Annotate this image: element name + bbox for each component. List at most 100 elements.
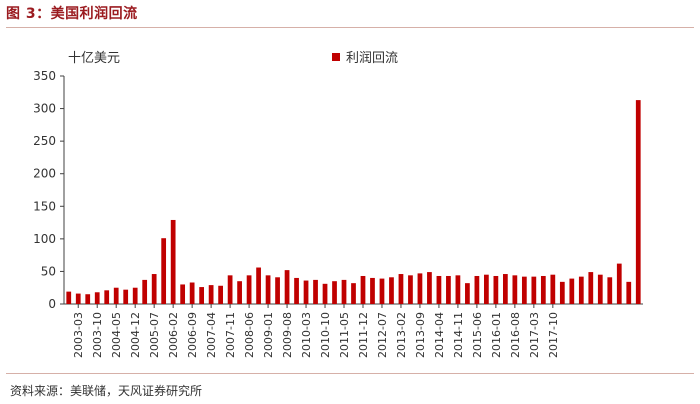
bar	[436, 275, 442, 304]
x-axis: 2003-03 2003-10 2004-05 2004-12 2005-07 2006-…	[64, 303, 643, 358]
bar	[484, 274, 489, 304]
bar	[218, 285, 223, 304]
bar	[408, 275, 413, 304]
bar	[132, 287, 138, 304]
x-tick-label: 2011-12	[357, 312, 370, 358]
x-tick-label: 2016-01	[490, 312, 503, 358]
bar	[455, 275, 461, 304]
bar	[199, 287, 205, 304]
bar	[294, 277, 299, 304]
bar	[85, 294, 91, 304]
bar	[531, 276, 537, 304]
x-tick-label: 2006-02	[167, 312, 180, 358]
bar	[569, 278, 575, 304]
x-tick-label: 2017-03	[528, 312, 541, 358]
legend-label: 利润回流	[346, 51, 398, 66]
bar	[113, 287, 119, 304]
bar	[389, 277, 394, 304]
bar	[370, 277, 375, 304]
bar	[284, 270, 290, 304]
bar	[75, 293, 81, 304]
x-tick-label: 2009-01	[262, 312, 275, 358]
x-tick-label: 2012-07	[376, 312, 389, 358]
bar	[151, 274, 157, 304]
bar	[512, 275, 518, 304]
x-tick-label: 2007-04	[205, 312, 218, 358]
bar	[521, 276, 527, 304]
bar	[208, 285, 214, 304]
x-tick-label: 2010-03	[300, 312, 313, 358]
x-tick-label: 2008-06	[243, 312, 256, 358]
x-tick-label: 2014-11	[452, 312, 465, 358]
bar	[322, 283, 328, 304]
bar	[398, 274, 404, 304]
bar	[66, 291, 72, 304]
bar	[341, 279, 347, 304]
bar	[559, 281, 565, 304]
bar	[275, 277, 280, 304]
bar	[597, 274, 603, 304]
bar	[246, 275, 252, 304]
y-tick-label: 200	[33, 167, 56, 181]
bottom-divider	[6, 373, 694, 374]
bar	[94, 292, 100, 304]
bar	[379, 278, 385, 304]
x-tick-label: 2013-09	[414, 312, 427, 358]
x-tick-label: 2009-08	[281, 312, 294, 358]
bars	[66, 100, 641, 304]
bar	[465, 283, 470, 304]
bar	[227, 275, 233, 304]
x-tick-label: 2003-10	[91, 312, 104, 358]
bar	[360, 275, 366, 304]
x-tick-label: 2005-07	[148, 312, 161, 358]
bar	[540, 275, 546, 304]
y-tick-label: 150	[33, 199, 56, 213]
y-tick-label: 350	[33, 69, 56, 83]
bar	[123, 289, 129, 304]
x-tick-label: 2006-09	[186, 312, 199, 358]
bar	[303, 280, 309, 304]
bar	[256, 267, 261, 304]
x-tick-label: 2013-02	[395, 312, 408, 358]
bar	[502, 274, 508, 304]
figure-source: 资料来源：美联储，天风证券研究所	[10, 384, 203, 398]
bar	[427, 272, 432, 304]
bar	[616, 263, 622, 304]
bar	[578, 276, 584, 304]
bar	[588, 272, 594, 304]
y-tick-label: 50	[41, 264, 56, 278]
x-tick-label: 2004-12	[129, 312, 142, 358]
x-tick-label: 2015-06	[471, 312, 484, 358]
bar	[607, 277, 613, 304]
bar	[180, 284, 186, 304]
bar	[446, 275, 451, 304]
x-tick-label: 2014-04	[433, 312, 446, 358]
x-tick-label: 2010-10	[319, 312, 332, 358]
figure-title: 图 3：美国利润回流	[6, 6, 138, 22]
bar	[550, 274, 556, 304]
bar	[170, 219, 176, 304]
bar	[265, 275, 271, 304]
bar	[161, 238, 167, 304]
y-tick-label: 300	[33, 102, 56, 116]
bar	[189, 282, 195, 304]
bar	[237, 281, 242, 304]
bar	[351, 283, 356, 304]
legend-swatch	[332, 53, 340, 61]
legend: 利润回流	[332, 51, 398, 66]
bar	[332, 281, 337, 304]
bar	[142, 279, 148, 304]
x-tick-label: 2016-08	[509, 312, 522, 358]
y-tick-label: 100	[33, 232, 56, 246]
bar	[417, 273, 423, 304]
x-tick-label: 2011-05	[338, 312, 351, 358]
bar	[313, 279, 318, 304]
bar	[626, 281, 632, 304]
bar	[635, 100, 641, 304]
bar	[493, 275, 499, 304]
y-axis: 0 50 100 150 200 250 300 350	[33, 69, 65, 311]
top-divider	[6, 27, 694, 28]
x-tick-label: 2007-11	[224, 312, 237, 358]
x-tick-label: 2003-03	[72, 312, 85, 358]
y-axis-label: 十亿美元	[68, 51, 120, 66]
